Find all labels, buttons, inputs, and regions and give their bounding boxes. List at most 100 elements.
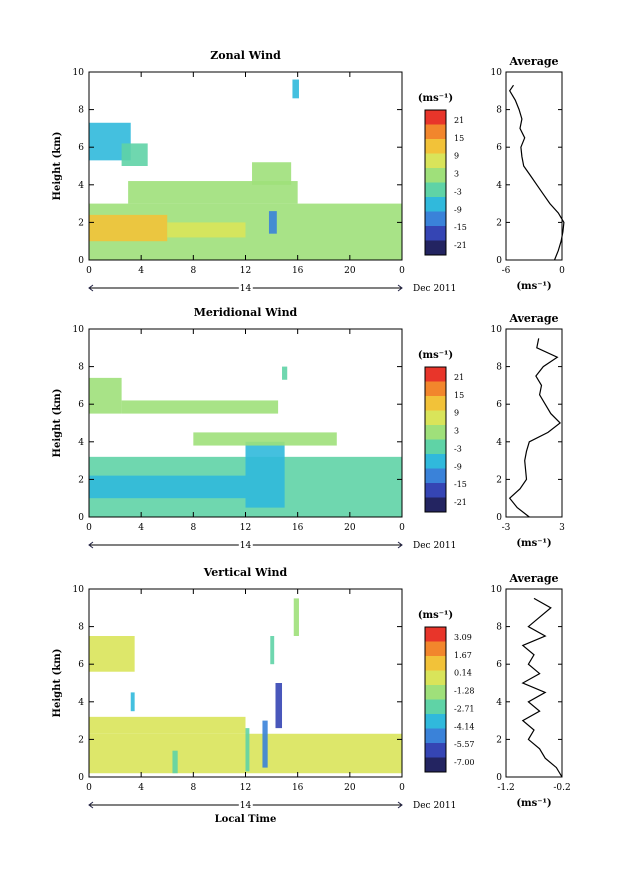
colorbar-tick-label: -15 — [454, 223, 467, 232]
avg-unit: (ms⁻¹) — [516, 798, 551, 809]
avg-y-tick-label: 2 — [496, 218, 502, 228]
avg-y-tick-label: 10 — [491, 585, 503, 595]
average-profile-line — [508, 338, 562, 518]
average-profile-line — [521, 597, 563, 778]
colorbar-tick-label: -3 — [454, 444, 462, 453]
colorbar-swatch — [425, 699, 446, 715]
y-axis-label: Height (km) — [52, 649, 63, 718]
heatmap-region — [128, 181, 298, 204]
date-label: Dec 2011 — [413, 541, 456, 551]
heatmap-region — [193, 432, 337, 446]
colorbar-swatch — [425, 483, 446, 498]
heatmap-region — [282, 366, 288, 380]
heatmap-region — [130, 692, 135, 712]
colorbar-swatch — [425, 381, 446, 397]
average-profile: Average 0 2 4 6 8 10 -1.2 -0.2(ms⁻¹) — [491, 572, 571, 809]
heatmap-region — [89, 475, 246, 499]
colorbar-swatch — [425, 685, 446, 700]
y-tick-label: 4 — [78, 181, 84, 191]
colorbar-swatch — [425, 714, 446, 729]
day-bracket-arrow-left — [88, 284, 94, 292]
x-tick-label: 12 — [240, 783, 251, 793]
y-tick-label: 2 — [78, 475, 84, 485]
heatmap-region — [245, 728, 250, 772]
day-label: 14 — [240, 284, 252, 294]
colorbar-tick-label: -3 — [454, 187, 462, 196]
avg-y-tick-label: 6 — [496, 400, 502, 410]
day-label: 14 — [240, 801, 252, 811]
colorbar-tick-label: -21 — [454, 498, 467, 507]
avg-y-tick-label: 0 — [496, 256, 502, 266]
colorbar-frame — [424, 109, 447, 256]
colorbar-swatch — [425, 182, 446, 198]
colorbar-swatch — [425, 226, 446, 241]
colorbar-tick-label: -5.57 — [454, 740, 475, 749]
x-tick-label: 12 — [240, 266, 251, 276]
colorbar-frame — [424, 626, 447, 773]
colorbar-swatch — [425, 454, 446, 469]
avg-y-tick-label: 4 — [496, 698, 502, 708]
average-profile: Average 0 2 4 6 8 10 -3 3 (ms⁻¹) — [491, 312, 566, 549]
x-tick-label: 0 — [86, 266, 92, 276]
heatmap-region — [172, 750, 178, 774]
colorbar-tick-label: -9 — [454, 205, 462, 214]
y-tick-label: 0 — [78, 513, 84, 523]
average-title: Average — [508, 55, 558, 68]
colorbar-tick-label: 3 — [454, 170, 459, 179]
y-tick-label: 4 — [78, 698, 84, 708]
colorbar-swatch — [425, 757, 446, 773]
colorbar-swatch — [425, 497, 446, 513]
y-tick-label: 10 — [73, 68, 85, 78]
average-frame — [505, 71, 563, 261]
x-tick-label: 0 — [86, 523, 92, 533]
avg-y-tick-label: 6 — [496, 143, 502, 153]
avg-x-tick-label: -3 — [502, 523, 511, 533]
x-tick-label: 8 — [190, 783, 196, 793]
heatmap-region — [167, 222, 246, 238]
heatmap-region — [245, 441, 285, 508]
avg-y-tick-label: 2 — [496, 735, 502, 745]
y-tick-label: 6 — [78, 143, 84, 153]
x-tick-label: 16 — [292, 523, 304, 533]
y-tick-label: 0 — [78, 256, 84, 266]
day-bracket-arrow-right — [397, 284, 403, 292]
avg-y-tick-label: 8 — [496, 106, 502, 116]
x-tick-label: 8 — [190, 266, 196, 276]
avg-y-tick-label: 8 — [496, 363, 502, 373]
heatmap-region — [275, 683, 283, 729]
heatmap-region — [89, 214, 168, 242]
colorbar-tick-label: -9 — [454, 462, 462, 471]
heatmap-cells — [89, 79, 402, 260]
colorbar-swatch — [425, 139, 446, 154]
colorbar-tick-label: -21 — [454, 241, 467, 250]
day-bracket-arrow-left — [88, 541, 94, 549]
y-tick-label: 8 — [78, 363, 84, 373]
avg-y-tick-label: 10 — [491, 325, 503, 335]
colorbar-tick-label: 1.67 — [454, 651, 472, 660]
y-tick-label: 2 — [78, 735, 84, 745]
average-profile-line — [508, 84, 565, 261]
avg-unit: (ms⁻¹) — [516, 538, 551, 549]
colorbar-tick-label: 0.14 — [454, 669, 472, 678]
colorbar-tick-label: 3 — [454, 427, 459, 436]
x-tick-label: 4 — [138, 783, 144, 793]
colorbar-frame — [424, 366, 447, 513]
heatmap-region — [121, 400, 279, 414]
avg-y-tick-label: 8 — [496, 623, 502, 633]
y-tick-label: 8 — [78, 106, 84, 116]
x-tick-label: 12 — [240, 523, 251, 533]
average-title: Average — [508, 312, 558, 325]
heatmap-region — [292, 79, 299, 99]
heatmap-region — [293, 598, 299, 636]
colorbar: (ms⁻¹) 3.09 1.67 0.14 -1.28 -2.71 -4.14 -5.57 -7… — [418, 610, 475, 773]
colorbar-tick-label: 21 — [454, 116, 464, 125]
colorbar-tick-label: 21 — [454, 373, 464, 382]
avg-y-tick-label: 4 — [496, 438, 502, 448]
heatmap-region — [89, 377, 122, 414]
avg-y-tick-label: 0 — [496, 773, 502, 783]
colorbar-unit: (ms⁻¹) — [418, 93, 453, 104]
heatmap-region — [89, 636, 135, 672]
heatmap-region — [268, 211, 277, 234]
